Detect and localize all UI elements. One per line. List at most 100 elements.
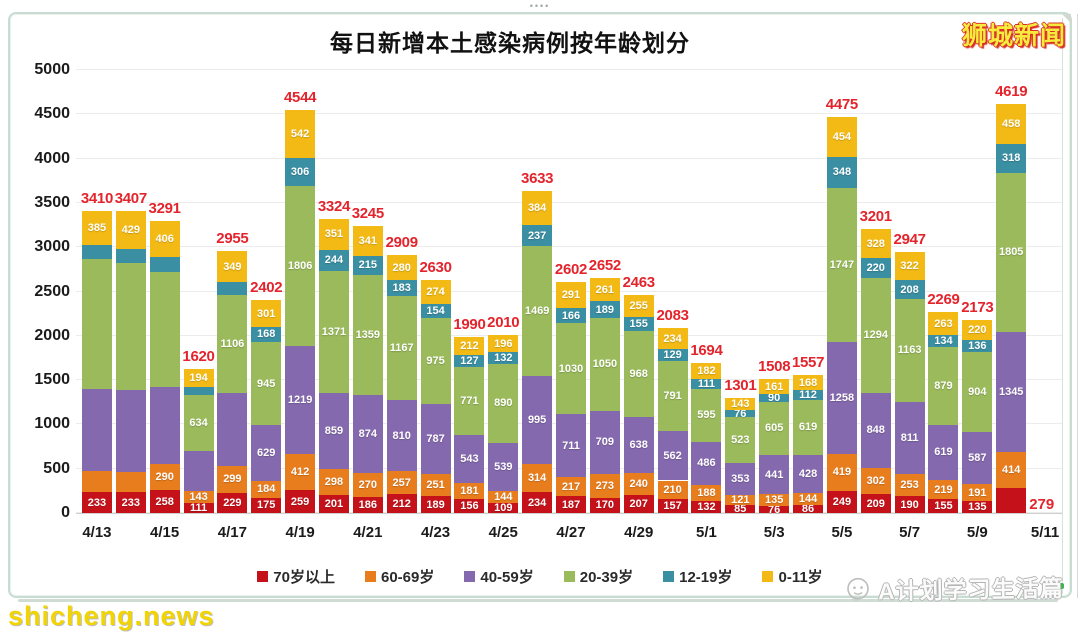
legend-swatch-icon bbox=[563, 571, 575, 582]
bar-5/5: 249 419 1258 1747 348 454 4475 bbox=[826, 96, 858, 513]
bar-4/29: 207 240 638 968 155 255 2463 bbox=[623, 274, 655, 513]
watermark-aplan: A计划学习生活篇 bbox=[844, 569, 1064, 607]
segment-20-39岁 bbox=[115, 262, 146, 391]
legend-item-60-69岁: 60-69岁 bbox=[364, 566, 435, 587]
y-tick-label: 2500 bbox=[34, 282, 70, 300]
segment-12-19岁 bbox=[183, 386, 214, 395]
segment-value: 184 bbox=[257, 483, 276, 496]
gridline bbox=[76, 201, 1062, 203]
segment-20-39岁: 1030 bbox=[556, 322, 586, 415]
segment-value: 1747 bbox=[829, 258, 855, 271]
segment-12-19岁: 155 bbox=[623, 317, 654, 332]
segment-20-39岁: 1294 bbox=[860, 277, 891, 393]
bar-total: 2402 bbox=[250, 279, 283, 297]
segment-0-11岁: 406 bbox=[149, 221, 180, 258]
bar-4/20: 201 298 859 1371 244 351 3324 bbox=[318, 198, 350, 513]
segment-value: 341 bbox=[358, 234, 377, 247]
segment-70岁以上: 233 bbox=[81, 492, 112, 513]
segment-value: 175 bbox=[257, 499, 276, 512]
bar-4/18: 175 184 629 945 168 301 2402 bbox=[250, 279, 283, 513]
bar-4/28: 170 273 709 1050 189 261 2652 bbox=[589, 257, 621, 513]
x-tick-label: 5/3 bbox=[763, 524, 785, 541]
segment-value: 1294 bbox=[863, 329, 888, 342]
segment-60-69岁 bbox=[81, 471, 112, 493]
segment-70岁以上: 175 bbox=[251, 497, 282, 513]
right-scrollbar[interactable] bbox=[1062, 18, 1063, 594]
segment-60-69岁: 143 bbox=[183, 490, 214, 504]
segment-value: 86 bbox=[801, 503, 815, 516]
bar-total: 4475 bbox=[825, 95, 858, 113]
plot-area: 233 385 3410 233 429 3407 258 290 406 3291 111 143 6… bbox=[76, 69, 1062, 516]
segment-40-59岁: 543 bbox=[454, 435, 485, 484]
segment-value: 212 bbox=[460, 340, 479, 353]
drag-handle-icon[interactable]: •••• bbox=[529, 1, 551, 11]
segment-value: 157 bbox=[663, 500, 682, 513]
segment-20-39岁: 975 bbox=[420, 317, 451, 405]
segment-value: 156 bbox=[460, 500, 479, 513]
segment-value: 132 bbox=[494, 352, 513, 365]
segment-value: 233 bbox=[121, 496, 140, 509]
gridline bbox=[76, 157, 1062, 159]
segment-value: 263 bbox=[934, 317, 953, 330]
segment-value: 217 bbox=[561, 480, 581, 493]
segment-0-11岁: 291 bbox=[556, 282, 586, 309]
bar-4/27: 187 217 711 1030 166 291 2602 bbox=[555, 261, 587, 513]
segment-12-19岁: 134 bbox=[928, 335, 959, 348]
segment-value: 605 bbox=[764, 422, 784, 435]
segment-value: 1030 bbox=[558, 362, 584, 375]
segment-70岁以上: 86 bbox=[793, 503, 824, 516]
segment-0-11岁: 341 bbox=[352, 225, 383, 256]
segment-40-59岁 bbox=[183, 450, 214, 491]
segment-12-19岁: 127 bbox=[454, 355, 485, 367]
legend-label: 60-69岁 bbox=[380, 569, 435, 586]
segment-0-11岁: 182 bbox=[691, 362, 722, 380]
segment-value: 1359 bbox=[355, 328, 381, 341]
segment-20-39岁: 791 bbox=[657, 360, 688, 431]
bar-4/19: 259 412 1219 1806 306 542 4544 bbox=[284, 89, 316, 513]
y-tick-label: 4500 bbox=[34, 105, 70, 123]
segment-12-19岁: 237 bbox=[522, 225, 553, 247]
bar-total: 2955 bbox=[216, 230, 249, 248]
segment-60-69岁: 217 bbox=[556, 477, 586, 497]
segment-20-39岁: 523 bbox=[725, 417, 756, 464]
bar-4/26: 234 314 995 1469 237 384 3633 bbox=[521, 170, 554, 513]
segment-40-59岁 bbox=[115, 390, 146, 472]
segment-value: 257 bbox=[392, 476, 411, 489]
segment-value: 144 bbox=[494, 490, 513, 503]
segment-value: 306 bbox=[290, 165, 310, 178]
segment-value: 298 bbox=[324, 476, 344, 488]
segment-0-11岁: 322 bbox=[894, 251, 925, 281]
segment-value: 76 bbox=[734, 407, 747, 420]
segment-12-19岁 bbox=[217, 282, 248, 295]
segment-value: 406 bbox=[155, 233, 174, 246]
segment-value: 711 bbox=[562, 439, 580, 452]
legend-label: 70岁以上 bbox=[273, 569, 335, 586]
y-tick-label: 3500 bbox=[34, 193, 70, 211]
segment-0-11岁: 280 bbox=[386, 255, 417, 281]
segment-value: 237 bbox=[527, 229, 547, 242]
segment-70岁以上: 189 bbox=[420, 496, 451, 513]
segment-12-19岁: 90 bbox=[759, 392, 790, 403]
legend-label: 0-11岁 bbox=[778, 569, 823, 586]
segment-60-69岁: 181 bbox=[454, 483, 485, 500]
bottom-scrollbar[interactable] bbox=[18, 599, 1058, 602]
segment-40-59岁 bbox=[81, 388, 112, 472]
segment-value: 619 bbox=[934, 446, 953, 459]
bar-total: 1301 bbox=[724, 376, 757, 394]
segment-value: 201 bbox=[324, 498, 344, 511]
segment-value: 251 bbox=[426, 479, 445, 492]
segment-60-69岁: 414 bbox=[996, 451, 1027, 489]
segment-value: 143 bbox=[189, 490, 208, 503]
bar-4/25: 109 144 539 890 132 196 2010 bbox=[487, 314, 519, 514]
segment-value: 419 bbox=[832, 466, 852, 479]
segment-value: 328 bbox=[866, 237, 885, 250]
segment-0-11岁: 385 bbox=[81, 210, 112, 245]
segment-0-11岁: 328 bbox=[860, 229, 891, 259]
x-tick-label: 5/1 bbox=[696, 524, 717, 541]
segment-60-69岁: 184 bbox=[251, 481, 282, 498]
segment-value: 258 bbox=[155, 495, 174, 508]
bar-total: 3407 bbox=[114, 190, 147, 208]
segment-value: 1806 bbox=[287, 259, 313, 272]
segment-value: 318 bbox=[1002, 152, 1021, 165]
segment-value: 143 bbox=[731, 398, 750, 411]
